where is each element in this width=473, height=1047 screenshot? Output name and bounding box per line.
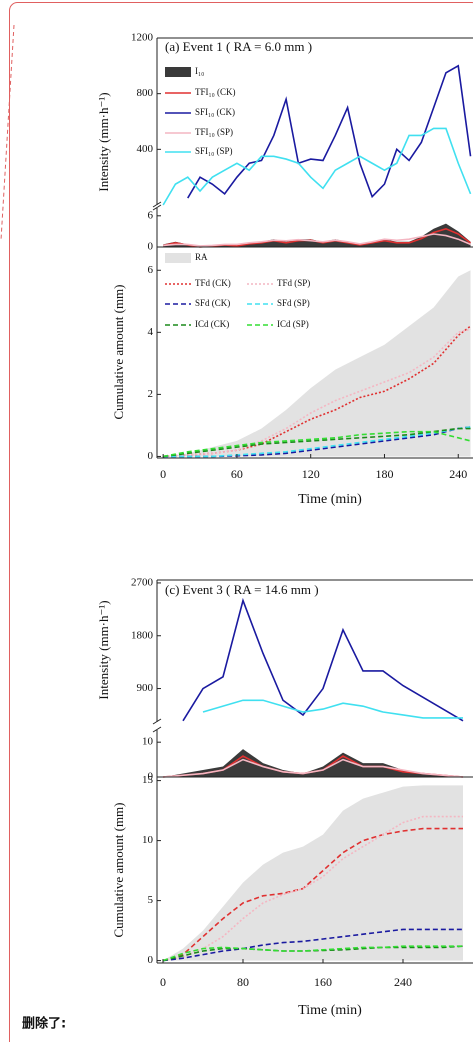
- x-tick-label: 0: [160, 467, 166, 481]
- x-tick-label: 160: [314, 975, 332, 989]
- y-tick-label: 10: [142, 736, 154, 748]
- chart-title: (a) Event 1 ( RA = 6.0 mm ): [165, 39, 312, 54]
- x-tick-label: 240: [394, 975, 412, 989]
- legend-label: ICd (SP): [277, 319, 309, 329]
- y-tick-label: 2700: [131, 576, 154, 588]
- legend-label: RA: [195, 252, 208, 262]
- y-tick-label: 6: [148, 264, 154, 276]
- x-tick-label: 240: [449, 467, 467, 481]
- x-tick-label: 180: [375, 467, 393, 481]
- y-tick-label: 5: [148, 894, 154, 906]
- chart-title: (c) Event 3 ( RA = 14.6 mm ): [165, 582, 319, 597]
- legend-swatch: [165, 67, 191, 77]
- legend-label: ICd (CK): [195, 319, 229, 329]
- comment-connector: [1, 25, 14, 240]
- x-tick-label: 80: [237, 975, 249, 989]
- y-tick-label: 400: [137, 143, 154, 155]
- x-axis-label: Time (min): [298, 492, 362, 507]
- legend-label: TFd (SP): [277, 278, 310, 288]
- area-series: [163, 785, 463, 960]
- y-axis-label: Cumulative amount (mm): [111, 802, 126, 937]
- y-tick-label: 10: [142, 834, 154, 846]
- y-tick-label: 1800: [131, 629, 154, 641]
- y-tick-label: 800: [137, 87, 154, 99]
- legend-label: SFI₁₀ (CK): [195, 107, 235, 117]
- y-tick-label: 2: [148, 388, 154, 400]
- y-tick-label: 6: [148, 209, 154, 221]
- y-axis-label: Cumulative amount (mm): [111, 284, 126, 419]
- y-tick-label: 1200: [131, 32, 154, 44]
- legend-label: TFI₁₀ (CK): [195, 87, 236, 97]
- y-tick-label: 900: [137, 682, 154, 694]
- x-axis-label: Time (min): [298, 1003, 362, 1018]
- legend-label: TFI₁₀ (SP): [195, 127, 233, 137]
- y-axis-label: Intensity (mm·h⁻¹): [96, 92, 111, 191]
- legend-label: SFI₁₀ (SP): [195, 146, 233, 156]
- y-tick-label: 0: [148, 450, 154, 462]
- y-tick-label: 4: [148, 326, 154, 338]
- line-series: [163, 128, 470, 205]
- legend-label: SFd (CK): [195, 298, 230, 308]
- deleted-label: 删除了:: [22, 1016, 66, 1032]
- x-tick-label: 0: [160, 975, 166, 989]
- y-axis-label: Intensity (mm·h⁻¹): [96, 600, 111, 699]
- legend-label: SFd (SP): [277, 298, 310, 308]
- y-tick-label: 15: [142, 774, 154, 786]
- y-tick-label: 0: [148, 241, 154, 253]
- legend-label: I₁₀: [195, 66, 204, 76]
- line-series: [183, 601, 463, 721]
- y-tick-label: 0: [148, 954, 154, 966]
- x-tick-label: 120: [302, 467, 320, 481]
- x-tick-label: 60: [231, 467, 243, 481]
- legend-swatch: [165, 253, 191, 263]
- legend-label: TFd (CK): [195, 278, 231, 288]
- line-series: [203, 700, 463, 718]
